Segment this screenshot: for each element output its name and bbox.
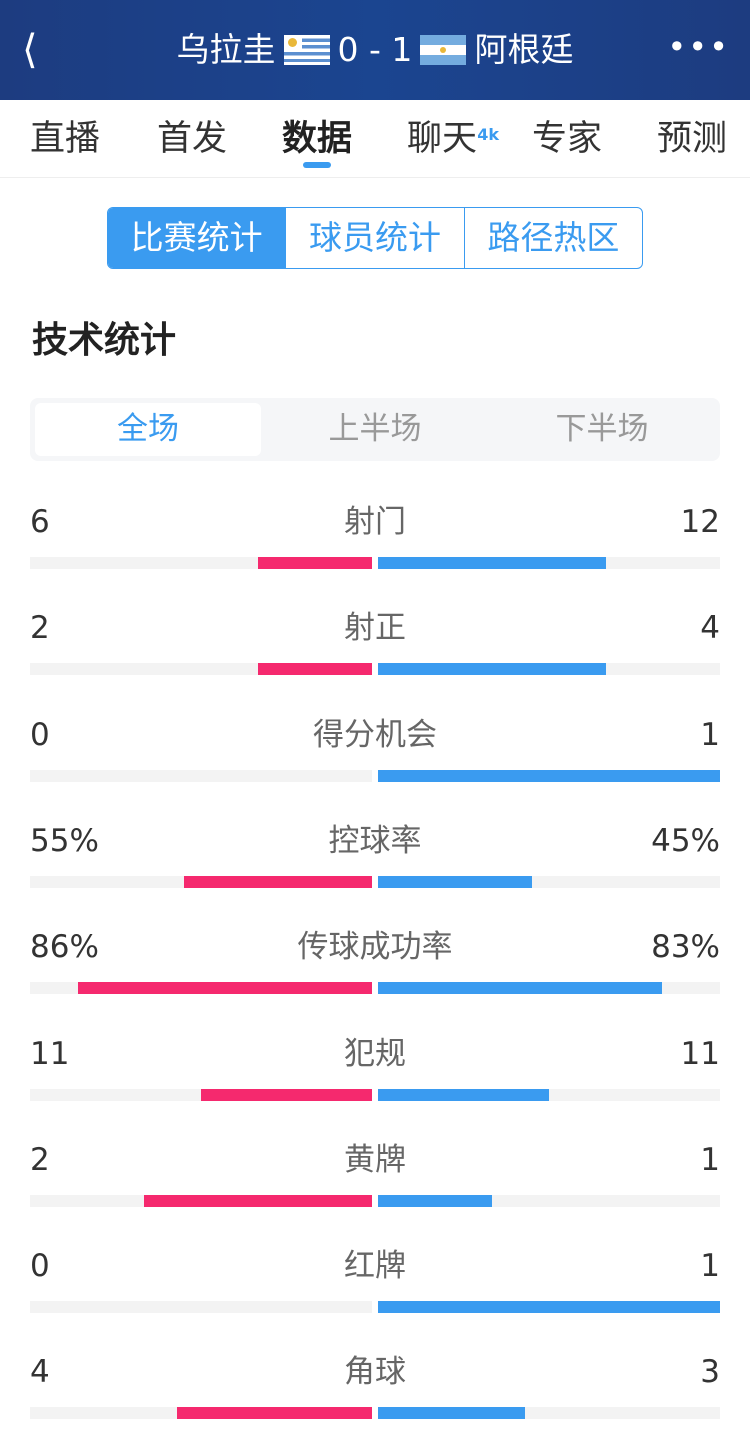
stat-row: 4 角球 3: [30, 1350, 720, 1430]
more-icon[interactable]: •••: [667, 28, 730, 66]
period-tabs: 全场 上半场 下半场: [30, 398, 720, 461]
away-bar: [378, 875, 532, 888]
uruguay-flag-icon: [283, 35, 330, 65]
active-tab-indicator: [303, 162, 331, 168]
stat-row: 11 犯规 11: [30, 1032, 720, 1112]
away-value: 3: [700, 1354, 720, 1391]
stat-row: 0 得分机会 1: [30, 713, 720, 793]
away-bar: [378, 1194, 492, 1207]
section-title: 技术统计: [32, 320, 177, 361]
home-bar-track: [30, 769, 372, 782]
away-bar-track: [378, 982, 720, 995]
stat-label: 得分机会: [313, 716, 437, 753]
home-bar-track: [30, 1194, 372, 1207]
stat-row: 2 射正 4: [30, 606, 720, 686]
away-value: 1: [700, 1141, 720, 1178]
tab-chat[interactable]: 聊天 4k: [407, 116, 499, 162]
stat-row: 55% 控球率 45%: [30, 819, 720, 899]
away-value: 11: [680, 1035, 720, 1072]
away-bar-track: [378, 1407, 720, 1420]
tab-live[interactable]: 直播: [30, 119, 101, 159]
home-value: 86%: [30, 929, 99, 966]
stat-row: 86% 传球成功率 83%: [30, 925, 720, 1005]
home-value: 11: [30, 1035, 70, 1072]
away-value: 1: [700, 1248, 720, 1285]
away-value: 83%: [651, 929, 720, 966]
segment-match-stats[interactable]: 比赛统计: [108, 208, 286, 268]
home-team: 乌拉圭: [176, 30, 276, 69]
stats-segment: 比赛统计 球员统计 路径热区: [107, 207, 643, 269]
match-header: ⟨ 乌拉圭 0 - 1 阿根廷 •••: [0, 0, 750, 100]
back-icon[interactable]: ⟨: [22, 27, 38, 73]
stat-row: 6 射门 12: [30, 500, 720, 580]
away-bar-track: [378, 1194, 720, 1207]
away-bar: [378, 982, 662, 995]
stat-label: 犯规: [344, 1035, 406, 1072]
tab-data[interactable]: 数据: [282, 119, 353, 159]
stat-row: 0 红牌 1: [30, 1244, 720, 1324]
home-value: 0: [30, 1248, 50, 1285]
home-value: 2: [30, 610, 50, 647]
away-bar: [378, 1301, 720, 1314]
away-bar-track: [378, 769, 720, 782]
stat-label: 角球: [344, 1354, 406, 1391]
nav-tabs: 直播 首发 数据 聊天 4k 专家 预测: [0, 100, 750, 178]
argentina-flag-icon: [420, 35, 467, 65]
home-bar: [143, 1194, 372, 1207]
tab-expert[interactable]: 专家: [532, 119, 603, 159]
home-bar: [183, 875, 372, 888]
stat-label: 射门: [344, 504, 406, 540]
match-title: 乌拉圭 0 - 1 阿根廷: [0, 28, 750, 72]
away-bar: [378, 769, 720, 782]
away-bar: [378, 1088, 549, 1101]
away-bar: [378, 1407, 525, 1420]
home-bar-track: [30, 557, 372, 569]
stat-label: 传球成功率: [297, 929, 453, 966]
home-bar: [258, 557, 372, 569]
away-bar-track: [378, 1301, 720, 1314]
badge-4k: 4k: [477, 125, 500, 144]
away-bar-track: [378, 663, 720, 676]
home-value: 6: [30, 504, 50, 540]
home-value: 0: [30, 716, 50, 753]
away-team: 阿根廷: [474, 30, 574, 69]
stat-label: 黄牌: [344, 1141, 406, 1178]
home-bar-track: [30, 1301, 372, 1314]
away-value: 4: [700, 610, 720, 647]
home-value: 55%: [30, 822, 99, 859]
home-bar: [201, 1088, 372, 1101]
home-bar-track: [30, 1088, 372, 1101]
home-bar-track: [30, 1407, 372, 1420]
period-second-half[interactable]: 下半场: [555, 411, 649, 447]
tab-predict[interactable]: 预测: [657, 119, 728, 159]
home-bar-track: [30, 663, 372, 676]
away-bar-track: [378, 875, 720, 888]
home-value: 4: [30, 1354, 50, 1391]
period-full[interactable]: 全场: [35, 403, 261, 456]
away-value: 1: [700, 716, 720, 753]
tab-lineup[interactable]: 首发: [157, 119, 228, 159]
away-value: 45%: [651, 822, 720, 859]
away-bar-track: [378, 1088, 720, 1101]
segment-player-stats[interactable]: 球员统计: [285, 208, 463, 268]
score: 0 - 1: [337, 30, 413, 69]
home-bar-track: [30, 875, 372, 888]
home-bar: [258, 663, 372, 676]
home-bar: [77, 982, 372, 995]
stat-label: 控球率: [328, 822, 422, 859]
away-bar-track: [378, 557, 720, 569]
home-bar-track: [30, 982, 372, 995]
segment-heatmap[interactable]: 路径热区: [463, 208, 642, 268]
stat-label: 射正: [344, 610, 406, 647]
stat-row: 2 黄牌 1: [30, 1138, 720, 1218]
away-bar: [378, 663, 607, 676]
away-value: 12: [680, 504, 720, 540]
period-first-half[interactable]: 上半场: [328, 411, 422, 447]
home-value: 2: [30, 1141, 50, 1178]
tab-chat-label: 聊天: [407, 119, 478, 159]
home-bar: [176, 1407, 372, 1420]
stat-label: 红牌: [344, 1248, 406, 1285]
away-bar: [378, 557, 607, 569]
